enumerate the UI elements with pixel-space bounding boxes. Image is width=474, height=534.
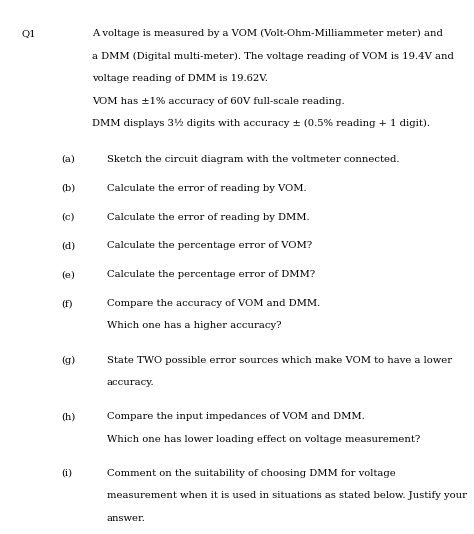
Text: Calculate the percentage error of DMM?: Calculate the percentage error of DMM?	[107, 270, 315, 279]
Text: (c): (c)	[62, 213, 75, 222]
Text: Sketch the circuit diagram with the voltmeter connected.: Sketch the circuit diagram with the volt…	[107, 155, 399, 164]
Text: Compare the accuracy of VOM and DMM.: Compare the accuracy of VOM and DMM.	[107, 299, 320, 308]
Text: VOM has ±1% accuracy of 60V full-scale reading.: VOM has ±1% accuracy of 60V full-scale r…	[92, 97, 345, 106]
Text: DMM displays 3½ digits with accuracy ± (0.5% reading + 1 digit).: DMM displays 3½ digits with accuracy ± (…	[92, 119, 430, 128]
Text: measurement when it is used in situations as stated below. Justify your: measurement when it is used in situation…	[107, 491, 466, 500]
Text: a DMM (Digital multi-meter). The voltage reading of VOM is 19.4V and: a DMM (Digital multi-meter). The voltage…	[92, 52, 454, 61]
Text: (f): (f)	[62, 299, 73, 308]
Text: Calculate the error of reading by VOM.: Calculate the error of reading by VOM.	[107, 184, 306, 193]
Text: State TWO possible error sources which make VOM to have a lower: State TWO possible error sources which m…	[107, 356, 452, 365]
Text: A voltage is measured by a VOM (Volt-Ohm-Milliammeter meter) and: A voltage is measured by a VOM (Volt-Ohm…	[92, 29, 443, 38]
Text: (d): (d)	[62, 241, 76, 250]
Text: Which one has a higher accuracy?: Which one has a higher accuracy?	[107, 321, 281, 331]
Text: Compare the input impedances of VOM and DMM.: Compare the input impedances of VOM and …	[107, 412, 365, 421]
Text: Comment on the suitability of choosing DMM for voltage: Comment on the suitability of choosing D…	[107, 469, 395, 478]
Text: (b): (b)	[62, 184, 76, 193]
Text: Calculate the percentage error of VOM?: Calculate the percentage error of VOM?	[107, 241, 312, 250]
Text: (g): (g)	[62, 356, 76, 365]
Text: (i): (i)	[62, 469, 73, 478]
Text: answer.: answer.	[107, 514, 146, 523]
Text: Q1: Q1	[21, 29, 36, 38]
Text: (h): (h)	[62, 412, 76, 421]
Text: Calculate the error of reading by DMM.: Calculate the error of reading by DMM.	[107, 213, 309, 222]
Text: voltage reading of DMM is 19.62V.: voltage reading of DMM is 19.62V.	[92, 74, 268, 83]
Text: Which one has lower loading effect on voltage measurement?: Which one has lower loading effect on vo…	[107, 435, 420, 444]
Text: (e): (e)	[62, 270, 75, 279]
Text: accuracy.: accuracy.	[107, 378, 154, 387]
Text: (a): (a)	[62, 155, 75, 164]
